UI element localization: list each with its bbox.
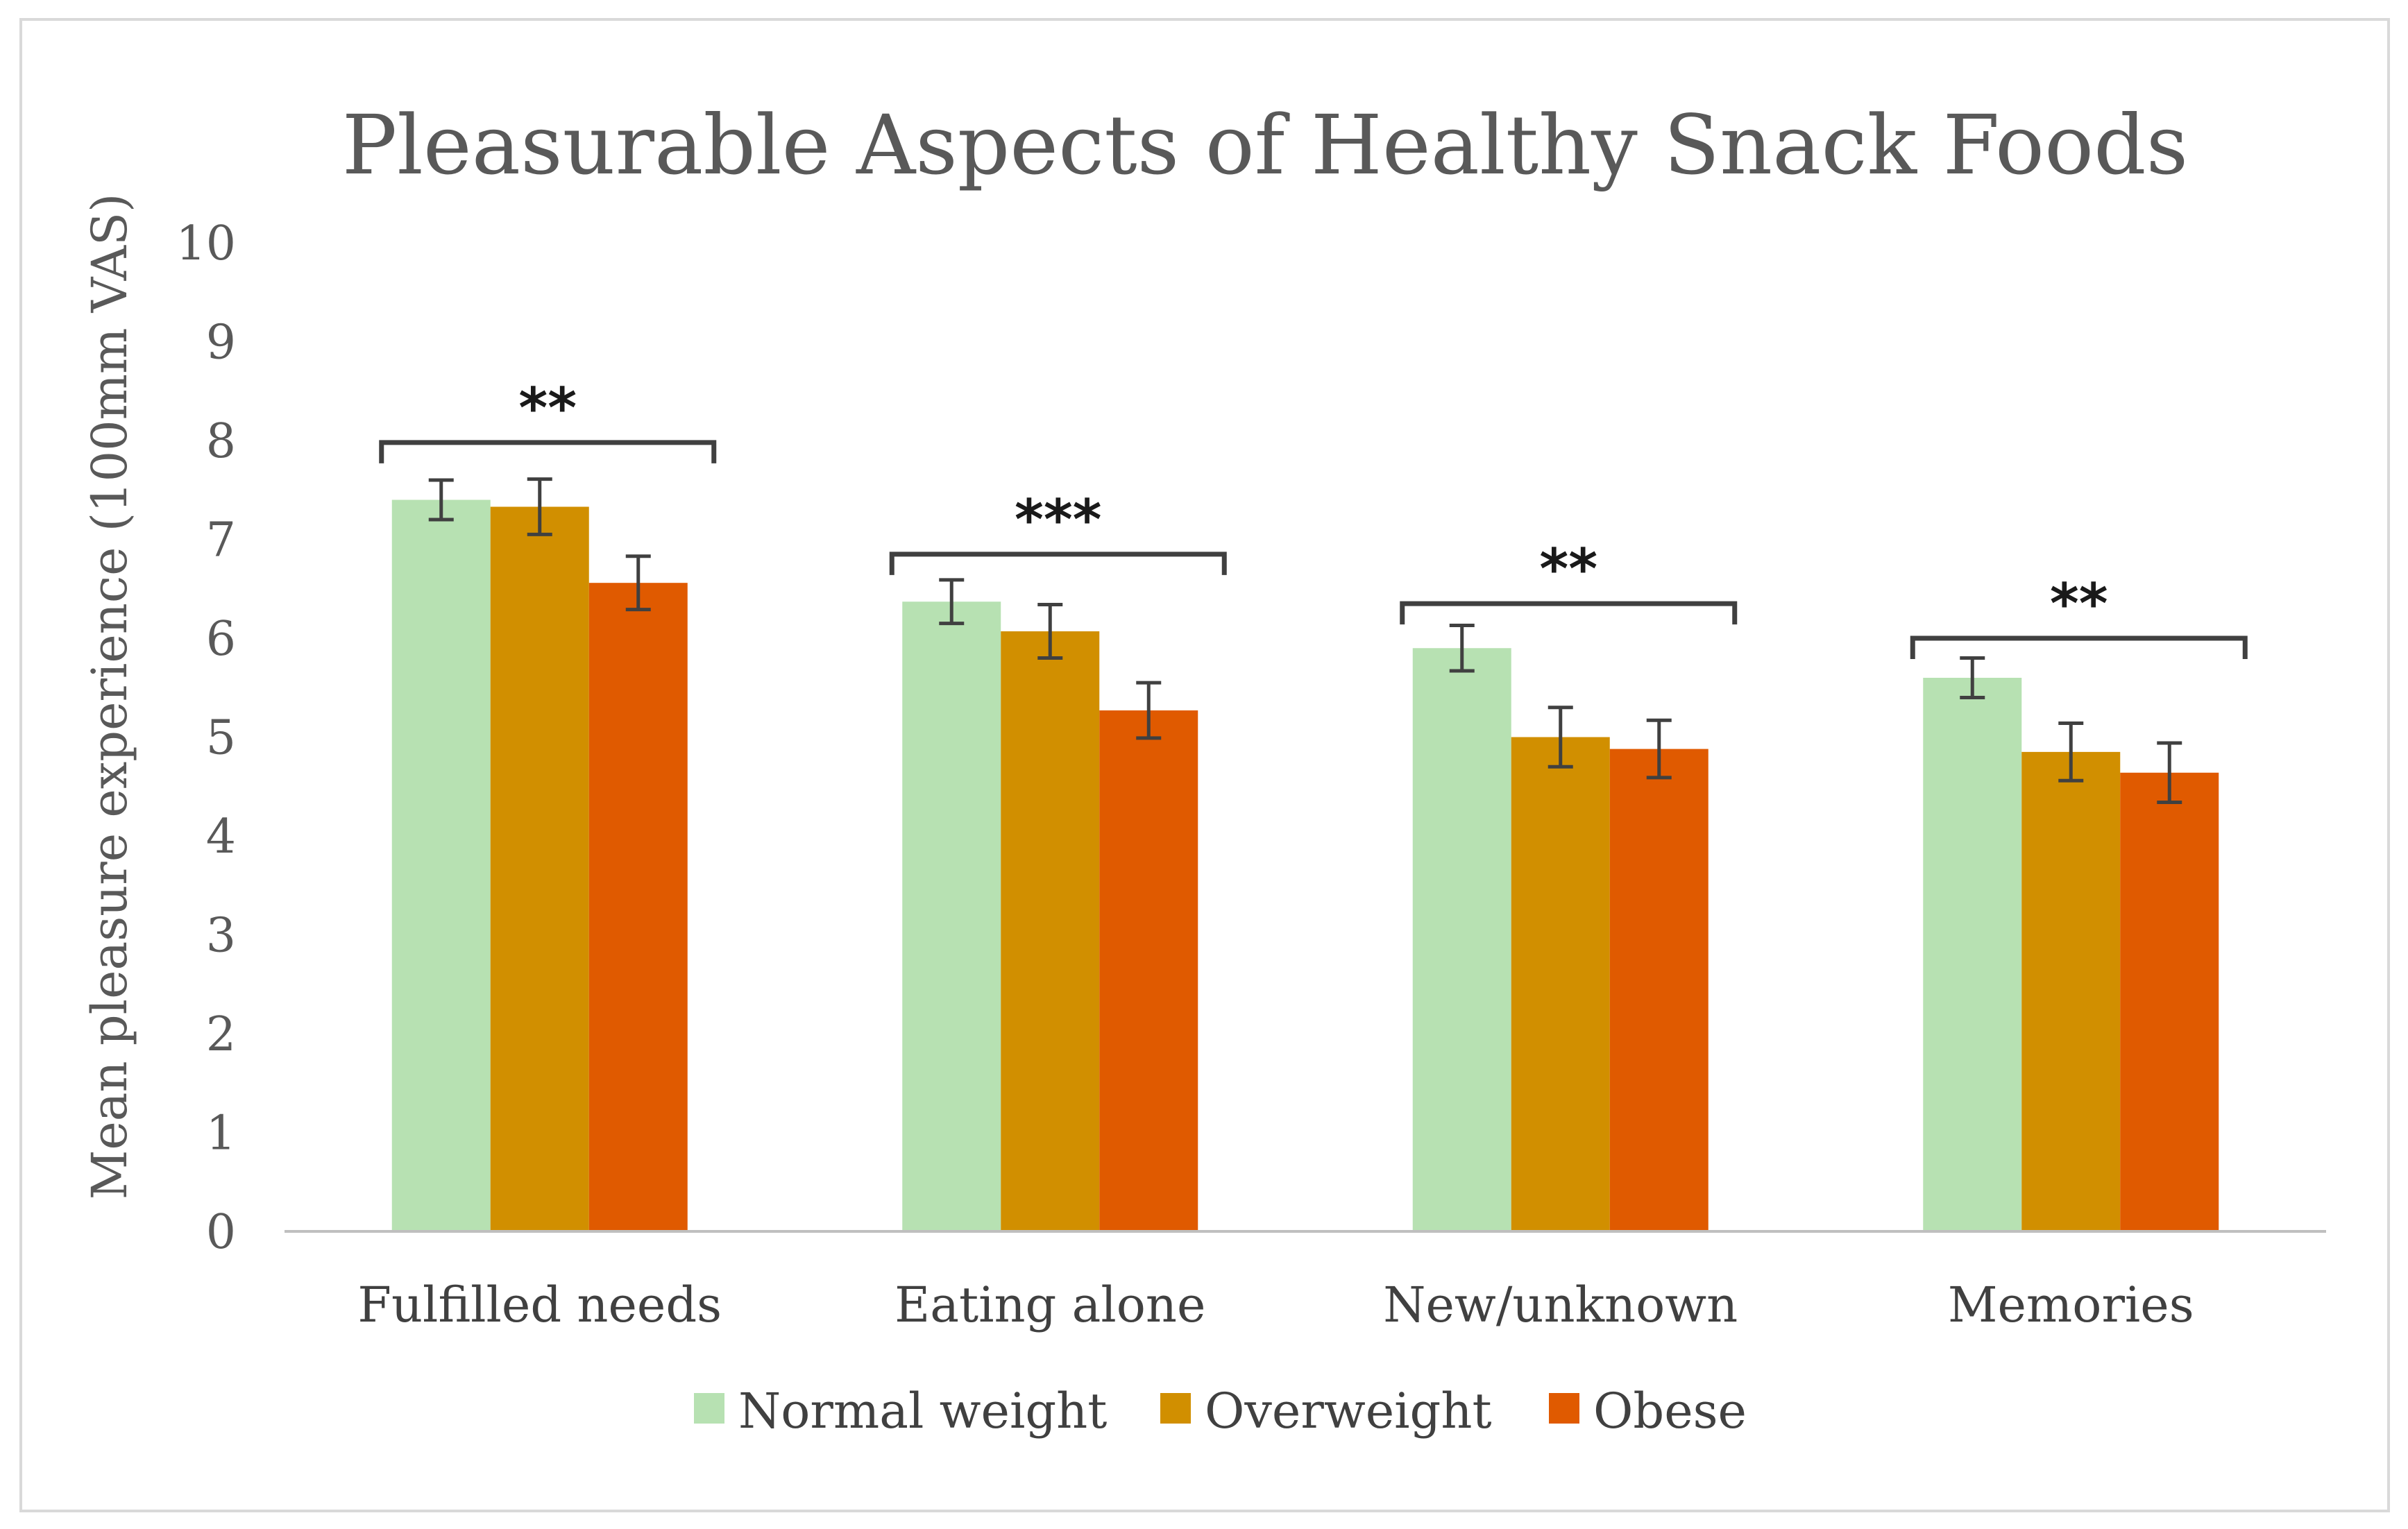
bar bbox=[1099, 710, 1198, 1231]
y-tick-label: 8 bbox=[206, 414, 236, 469]
y-tick-label: 3 bbox=[206, 909, 236, 964]
y-tick-label: 9 bbox=[206, 316, 236, 370]
y-tick-label: 4 bbox=[206, 810, 236, 864]
legend-label: Obese bbox=[1593, 1383, 1747, 1440]
significance-label: ** bbox=[1539, 537, 1597, 601]
bar bbox=[1511, 737, 1610, 1231]
significance-bracket bbox=[379, 440, 717, 463]
y-tick-label: 10 bbox=[176, 216, 236, 271]
y-tick-label: 7 bbox=[206, 513, 236, 568]
y-tick-label: 0 bbox=[206, 1205, 236, 1260]
significance-label: ** bbox=[2050, 572, 2108, 636]
significance-label: ** bbox=[518, 376, 577, 441]
significance-brackets: ********* bbox=[379, 376, 2248, 659]
legend-swatch bbox=[1160, 1393, 1191, 1424]
y-axis-label: Mean pleasure experience (100mm VAS) bbox=[81, 194, 138, 1200]
significance-bracket bbox=[889, 552, 1227, 575]
bar bbox=[2021, 751, 2121, 1231]
bar bbox=[1412, 648, 1511, 1231]
bars bbox=[391, 499, 2219, 1231]
category-labels: Fulfilled needs Eating alone New/unknown Me… bbox=[357, 1276, 2194, 1333]
y-tick-label: 2 bbox=[206, 1007, 236, 1062]
bar bbox=[1923, 678, 2022, 1231]
category-label: Eating alone bbox=[894, 1276, 1205, 1333]
category-label: Fulfilled needs bbox=[357, 1276, 722, 1333]
legend-label: Overweight bbox=[1205, 1383, 1492, 1440]
bar bbox=[490, 506, 589, 1231]
legend-label: Normal weight bbox=[738, 1383, 1107, 1440]
category-label: Memories bbox=[1948, 1276, 2194, 1333]
significance-bracket bbox=[1910, 635, 2248, 659]
bar bbox=[902, 601, 1001, 1231]
y-tick-label: 1 bbox=[206, 1107, 236, 1161]
bar bbox=[391, 499, 491, 1231]
y-axis-ticks: 0 1 2 3 4 5 6 7 8 9 10 bbox=[176, 216, 236, 1260]
error-bars bbox=[428, 477, 2182, 805]
legend-swatch bbox=[694, 1393, 724, 1424]
y-tick-label: 6 bbox=[206, 612, 236, 667]
bar bbox=[2120, 772, 2219, 1231]
legend: Normal weight Overweight Obese bbox=[694, 1383, 1747, 1440]
y-tick-label: 5 bbox=[206, 711, 236, 766]
significance-bracket bbox=[1400, 601, 1738, 625]
bar bbox=[1609, 749, 1709, 1231]
significance-label: *** bbox=[1015, 488, 1102, 552]
bar bbox=[588, 583, 688, 1231]
category-label: New/unknown bbox=[1383, 1276, 1738, 1333]
legend-swatch bbox=[1549, 1393, 1579, 1424]
chart-title: Pleasurable Aspects of Healthy Snack Foo… bbox=[342, 97, 2188, 193]
bar bbox=[1001, 631, 1100, 1231]
